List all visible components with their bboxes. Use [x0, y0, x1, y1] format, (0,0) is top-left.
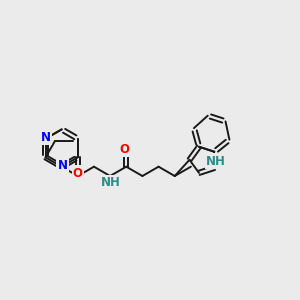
Text: O: O — [119, 142, 129, 155]
Text: NH: NH — [206, 154, 226, 167]
Text: NH: NH — [101, 176, 121, 189]
Text: N: N — [40, 131, 50, 144]
Text: O: O — [73, 167, 83, 180]
Text: N: N — [58, 159, 68, 172]
